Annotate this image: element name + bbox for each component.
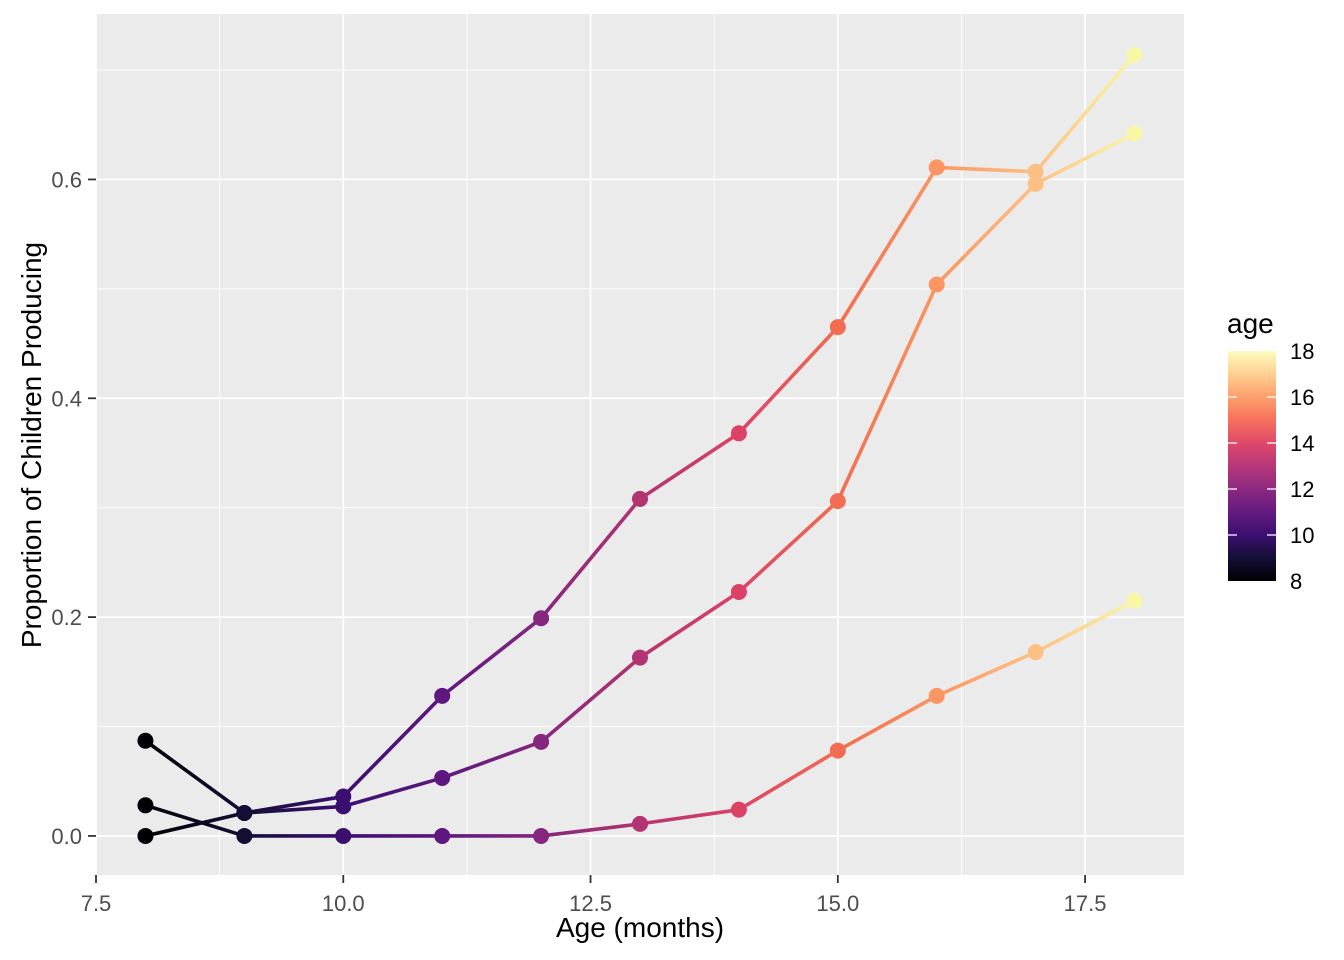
data-point bbox=[434, 827, 451, 844]
line-segment bbox=[1034, 53, 1136, 173]
data-point bbox=[533, 827, 550, 844]
y-axis-title: Proportion of Children Producing bbox=[16, 241, 47, 649]
legend-gradient-bar bbox=[1228, 351, 1276, 581]
data-point bbox=[632, 815, 648, 832]
x-tick-label: 10.0 bbox=[322, 891, 365, 916]
y-tick-label: 0.6 bbox=[51, 167, 82, 192]
data-point bbox=[533, 733, 550, 750]
data-point bbox=[1027, 644, 1044, 661]
legend-tick-label: 14 bbox=[1290, 431, 1314, 456]
x-tick-label: 12.5 bbox=[569, 891, 612, 916]
line-segment bbox=[441, 616, 543, 698]
x-axis-title: Age (months) bbox=[555, 912, 725, 943]
axis-tick-labels: 7.5 10.0 12.5 15.0 17.5 0.0 0.2 0.4 0.6 bbox=[51, 167, 1106, 916]
legend-tick-label: 18 bbox=[1290, 339, 1314, 364]
legend-title: age bbox=[1227, 308, 1274, 339]
plot-panel bbox=[96, 14, 1184, 875]
line-segment bbox=[1034, 599, 1136, 654]
data-point bbox=[632, 649, 648, 666]
data-point bbox=[236, 804, 253, 821]
legend-colorbar: 8 10 12 14 16 18 bbox=[1228, 339, 1314, 594]
line-segment bbox=[144, 803, 245, 838]
line-segment bbox=[341, 694, 444, 798]
data-point bbox=[137, 797, 154, 814]
data-points bbox=[137, 46, 1143, 844]
data-point bbox=[335, 827, 352, 844]
line-segment bbox=[539, 656, 642, 744]
line-segment bbox=[836, 283, 939, 502]
data-point bbox=[1027, 163, 1044, 180]
series-lines bbox=[144, 53, 1136, 838]
data-point bbox=[632, 490, 648, 507]
data-point bbox=[928, 687, 945, 704]
line-segment bbox=[935, 182, 1037, 286]
line-segment bbox=[540, 822, 641, 838]
data-point bbox=[1126, 125, 1143, 142]
line-segment bbox=[441, 740, 542, 780]
line-segment bbox=[244, 804, 344, 815]
data-point bbox=[434, 769, 451, 786]
data-point bbox=[1027, 175, 1044, 192]
data-point bbox=[335, 798, 352, 815]
line-segment bbox=[639, 807, 740, 826]
y-tick-label: 0.4 bbox=[51, 386, 82, 411]
line-segment bbox=[836, 694, 938, 753]
legend-tick-label: 12 bbox=[1290, 477, 1314, 502]
data-point bbox=[137, 827, 154, 844]
line-segment bbox=[639, 590, 740, 660]
line-segment bbox=[737, 325, 840, 435]
data-point bbox=[730, 425, 747, 442]
line-segment bbox=[936, 165, 1036, 174]
x-tick-label: 7.5 bbox=[81, 891, 112, 916]
y-tick-label: 0.2 bbox=[51, 605, 82, 630]
axis-ticks bbox=[88, 178, 1086, 883]
data-point bbox=[829, 319, 846, 336]
line-segment bbox=[1034, 131, 1136, 186]
data-point bbox=[137, 732, 154, 749]
line-segment bbox=[737, 749, 839, 812]
line-segment bbox=[539, 497, 642, 620]
line-segment bbox=[737, 499, 840, 594]
data-point bbox=[1126, 592, 1143, 609]
x-tick-label: 17.5 bbox=[1064, 891, 1107, 916]
legend-tick-label: 10 bbox=[1290, 523, 1314, 548]
legend-tick-label: 8 bbox=[1290, 569, 1302, 594]
data-point bbox=[236, 827, 253, 844]
line-segment bbox=[836, 166, 939, 329]
data-point bbox=[829, 493, 846, 510]
line-segment bbox=[639, 431, 740, 501]
data-point bbox=[1126, 46, 1143, 63]
data-point bbox=[730, 583, 747, 600]
data-point bbox=[829, 742, 846, 759]
x-tick-label: 15.0 bbox=[816, 891, 859, 916]
line-segment bbox=[144, 739, 246, 815]
data-point bbox=[928, 276, 945, 293]
line-segment bbox=[342, 776, 443, 809]
gridlines bbox=[95, 14, 1184, 875]
legend-tick-label: 16 bbox=[1290, 385, 1314, 410]
y-tick-label: 0.0 bbox=[51, 824, 82, 849]
line-segment bbox=[935, 650, 1037, 698]
line-segment bbox=[145, 811, 245, 838]
data-point bbox=[533, 610, 550, 627]
data-point bbox=[434, 687, 451, 704]
data-point bbox=[730, 801, 747, 818]
data-point bbox=[928, 159, 945, 176]
